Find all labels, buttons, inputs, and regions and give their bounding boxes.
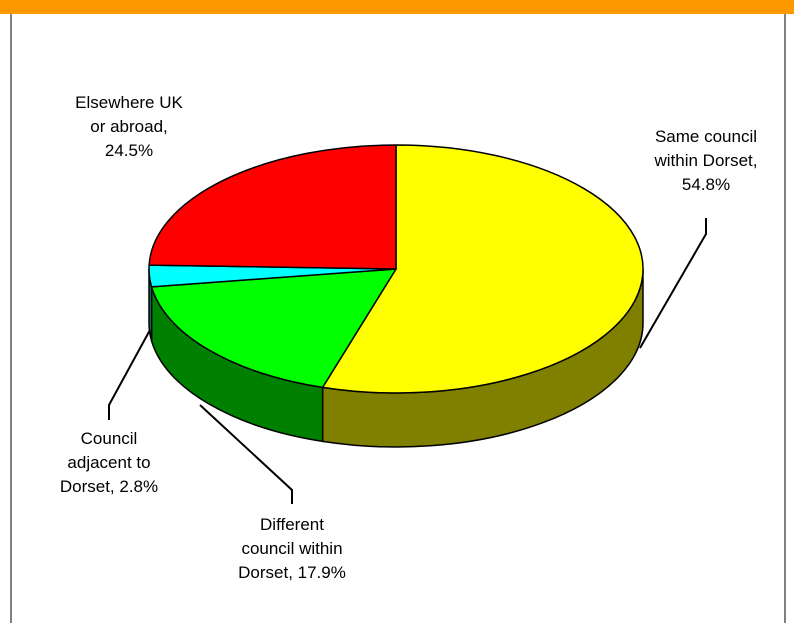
slice-label-0: Same council within Dorset, 54.8% <box>654 127 758 194</box>
leader-line-2 <box>108 329 151 420</box>
slice-labels: Same council within Dorset, 54.8% Different… <box>60 93 758 582</box>
leader-line-0 <box>639 218 707 349</box>
pie-slices <box>148 144 644 394</box>
pie-slice-1 <box>150 268 397 389</box>
slice-label-2: Council adjacent to Dorset, 2.8% <box>60 429 158 496</box>
pie-slice-0 <box>321 144 644 394</box>
pie-slice-3 <box>148 144 397 270</box>
leader-lines <box>108 218 707 504</box>
leader-line-1 <box>199 404 293 504</box>
slice-label-3: Elsewhere UK or abroad, 24.5% <box>75 93 183 160</box>
header-bar <box>0 0 794 14</box>
slice-label-1: Different council within Dorset, 17.9% <box>238 515 346 582</box>
chart-border <box>10 14 786 623</box>
